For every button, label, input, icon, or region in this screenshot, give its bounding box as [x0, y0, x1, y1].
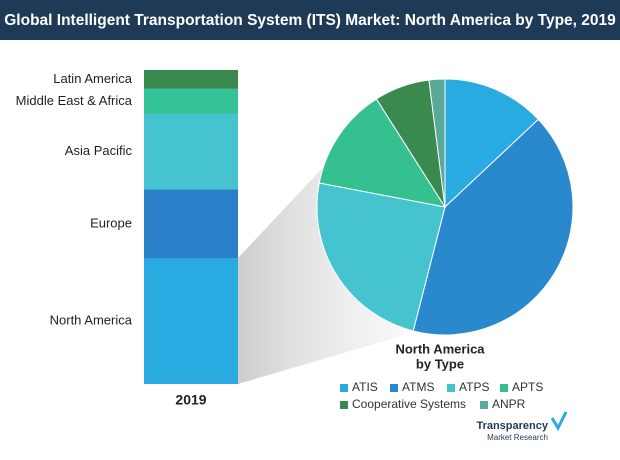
logo-sub: Market Research: [487, 433, 548, 442]
pie-slice: [318, 98, 447, 208]
chart-title: Global Intelligent Transportation System…: [4, 12, 616, 29]
bar-segment: [144, 70, 238, 89]
x-tick-label: 2019: [175, 392, 206, 408]
connector-shade: [238, 160, 405, 384]
legend-swatch: [500, 384, 508, 392]
legend-swatch: [390, 384, 398, 392]
legend-label: ATPS: [459, 380, 489, 394]
logo-mark: [550, 411, 568, 432]
legend-label: Cooperative Systems: [352, 397, 466, 411]
segment-label: North America: [50, 313, 133, 328]
pie-slice: [428, 78, 446, 208]
legend-swatch: [340, 384, 348, 392]
legend-label: ANPR: [492, 397, 526, 411]
segment-label: Europe: [90, 215, 132, 230]
legend-swatch: [480, 401, 488, 409]
logo: Transparency Market Research: [476, 411, 568, 442]
bar-segment: [144, 258, 238, 384]
bar-segment: [144, 88, 238, 114]
pie-slice: [412, 118, 574, 336]
legend-label: ATMS: [402, 380, 434, 394]
logo-brand: Transparency: [476, 420, 548, 432]
pie-slice: [444, 78, 540, 209]
title-bar: [0, 0, 620, 40]
bar-segment: [144, 113, 238, 190]
legend-label: APTS: [512, 380, 543, 394]
bar-segment: [144, 189, 238, 259]
pie-title: by Type: [416, 356, 464, 371]
segment-label: Latin America: [53, 71, 133, 86]
pie-slice: [316, 182, 446, 332]
segment-label: Asia Pacific: [65, 143, 133, 158]
legend-label: ATIS: [352, 380, 378, 394]
segment-label: Middle East & Africa: [16, 93, 133, 108]
legend-swatch: [340, 401, 348, 409]
legend-swatch: [447, 384, 455, 392]
pie-title: North America: [395, 341, 485, 356]
